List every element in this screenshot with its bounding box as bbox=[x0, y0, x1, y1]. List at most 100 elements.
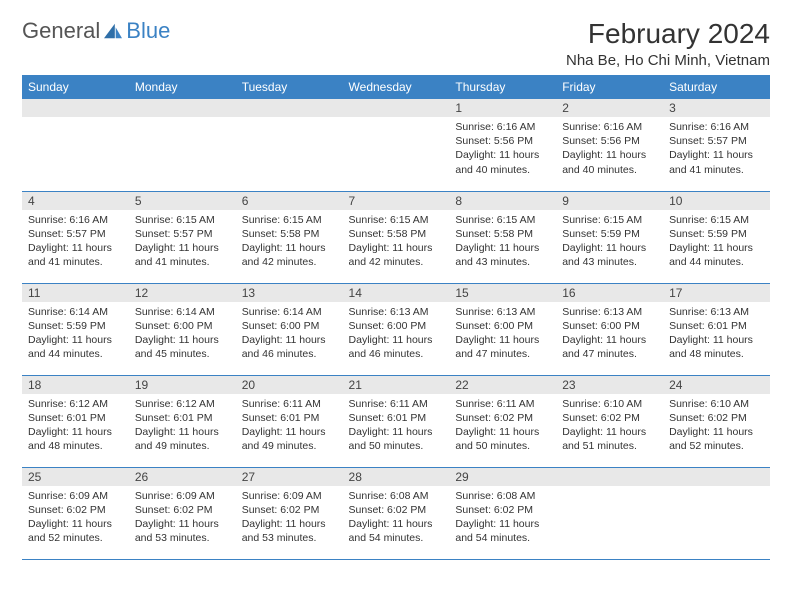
sunrise-line: Sunrise: 6:14 AM bbox=[242, 305, 337, 319]
calendar-cell: 2Sunrise: 6:16 AMSunset: 5:56 PMDaylight… bbox=[556, 99, 663, 191]
day-number: 26 bbox=[129, 468, 236, 486]
sunset-line: Sunset: 5:59 PM bbox=[562, 227, 657, 241]
day-details: Sunrise: 6:15 AMSunset: 5:58 PMDaylight:… bbox=[449, 210, 556, 274]
day-details: Sunrise: 6:13 AMSunset: 6:01 PMDaylight:… bbox=[663, 302, 770, 366]
calendar-cell: 16Sunrise: 6:13 AMSunset: 6:00 PMDayligh… bbox=[556, 283, 663, 375]
sunset-line: Sunset: 6:02 PM bbox=[349, 503, 444, 517]
sunrise-line: Sunrise: 6:08 AM bbox=[455, 489, 550, 503]
calendar-cell: 12Sunrise: 6:14 AMSunset: 6:00 PMDayligh… bbox=[129, 283, 236, 375]
calendar-cell: 27Sunrise: 6:09 AMSunset: 6:02 PMDayligh… bbox=[236, 467, 343, 559]
day-details: Sunrise: 6:14 AMSunset: 5:59 PMDaylight:… bbox=[22, 302, 129, 366]
sunset-line: Sunset: 6:00 PM bbox=[242, 319, 337, 333]
calendar-cell: 5Sunrise: 6:15 AMSunset: 5:57 PMDaylight… bbox=[129, 191, 236, 283]
calendar-cell: 14Sunrise: 6:13 AMSunset: 6:00 PMDayligh… bbox=[343, 283, 450, 375]
daylight-line: Daylight: 11 hours and 40 minutes. bbox=[455, 148, 550, 176]
brand-logo: General Blue bbox=[22, 18, 170, 44]
daylight-line: Daylight: 11 hours and 48 minutes. bbox=[28, 425, 123, 453]
calendar-cell: 17Sunrise: 6:13 AMSunset: 6:01 PMDayligh… bbox=[663, 283, 770, 375]
calendar-cell: 10Sunrise: 6:15 AMSunset: 5:59 PMDayligh… bbox=[663, 191, 770, 283]
sunrise-line: Sunrise: 6:15 AM bbox=[349, 213, 444, 227]
day-details: Sunrise: 6:16 AMSunset: 5:57 PMDaylight:… bbox=[663, 117, 770, 181]
day-details: Sunrise: 6:15 AMSunset: 5:58 PMDaylight:… bbox=[343, 210, 450, 274]
day-details: Sunrise: 6:09 AMSunset: 6:02 PMDaylight:… bbox=[236, 486, 343, 550]
daynum-bar-empty bbox=[663, 468, 770, 486]
daylight-line: Daylight: 11 hours and 43 minutes. bbox=[455, 241, 550, 269]
day-number: 23 bbox=[556, 376, 663, 394]
day-details: Sunrise: 6:09 AMSunset: 6:02 PMDaylight:… bbox=[22, 486, 129, 550]
day-details: Sunrise: 6:08 AMSunset: 6:02 PMDaylight:… bbox=[343, 486, 450, 550]
sunrise-line: Sunrise: 6:15 AM bbox=[242, 213, 337, 227]
daylight-line: Daylight: 11 hours and 43 minutes. bbox=[562, 241, 657, 269]
calendar-cell: 24Sunrise: 6:10 AMSunset: 6:02 PMDayligh… bbox=[663, 375, 770, 467]
weekday-tuesday: Tuesday bbox=[236, 75, 343, 99]
weekday-monday: Monday bbox=[129, 75, 236, 99]
daylight-line: Daylight: 11 hours and 54 minutes. bbox=[455, 517, 550, 545]
sunrise-line: Sunrise: 6:11 AM bbox=[455, 397, 550, 411]
weekday-wednesday: Wednesday bbox=[343, 75, 450, 99]
sunrise-line: Sunrise: 6:09 AM bbox=[28, 489, 123, 503]
sunrise-line: Sunrise: 6:15 AM bbox=[455, 213, 550, 227]
day-number: 22 bbox=[449, 376, 556, 394]
day-details: Sunrise: 6:16 AMSunset: 5:56 PMDaylight:… bbox=[449, 117, 556, 181]
daylight-line: Daylight: 11 hours and 44 minutes. bbox=[28, 333, 123, 361]
calendar-cell bbox=[236, 99, 343, 191]
day-number: 24 bbox=[663, 376, 770, 394]
sunrise-line: Sunrise: 6:12 AM bbox=[28, 397, 123, 411]
sunset-line: Sunset: 5:56 PM bbox=[455, 134, 550, 148]
daylight-line: Daylight: 11 hours and 51 minutes. bbox=[562, 425, 657, 453]
daylight-line: Daylight: 11 hours and 53 minutes. bbox=[242, 517, 337, 545]
sunset-line: Sunset: 6:02 PM bbox=[455, 411, 550, 425]
sunrise-line: Sunrise: 6:13 AM bbox=[349, 305, 444, 319]
day-details: Sunrise: 6:13 AMSunset: 6:00 PMDaylight:… bbox=[343, 302, 450, 366]
sunset-line: Sunset: 6:01 PM bbox=[669, 319, 764, 333]
calendar-cell: 15Sunrise: 6:13 AMSunset: 6:00 PMDayligh… bbox=[449, 283, 556, 375]
day-number: 18 bbox=[22, 376, 129, 394]
calendar-cell: 18Sunrise: 6:12 AMSunset: 6:01 PMDayligh… bbox=[22, 375, 129, 467]
day-details: Sunrise: 6:15 AMSunset: 5:59 PMDaylight:… bbox=[556, 210, 663, 274]
sunrise-line: Sunrise: 6:14 AM bbox=[135, 305, 230, 319]
calendar-cell: 26Sunrise: 6:09 AMSunset: 6:02 PMDayligh… bbox=[129, 467, 236, 559]
calendar-cell: 4Sunrise: 6:16 AMSunset: 5:57 PMDaylight… bbox=[22, 191, 129, 283]
day-details: Sunrise: 6:13 AMSunset: 6:00 PMDaylight:… bbox=[556, 302, 663, 366]
day-number: 12 bbox=[129, 284, 236, 302]
sunset-line: Sunset: 6:01 PM bbox=[242, 411, 337, 425]
sunset-line: Sunset: 6:01 PM bbox=[28, 411, 123, 425]
day-number: 2 bbox=[556, 99, 663, 117]
day-details: Sunrise: 6:13 AMSunset: 6:00 PMDaylight:… bbox=[449, 302, 556, 366]
weekday-thursday: Thursday bbox=[449, 75, 556, 99]
calendar-cell: 9Sunrise: 6:15 AMSunset: 5:59 PMDaylight… bbox=[556, 191, 663, 283]
sunset-line: Sunset: 6:00 PM bbox=[135, 319, 230, 333]
sail-icon bbox=[102, 22, 124, 40]
sunrise-line: Sunrise: 6:14 AM bbox=[28, 305, 123, 319]
brand-part1: General bbox=[22, 18, 100, 44]
daylight-line: Daylight: 11 hours and 47 minutes. bbox=[562, 333, 657, 361]
day-number: 1 bbox=[449, 99, 556, 117]
calendar-cell: 29Sunrise: 6:08 AMSunset: 6:02 PMDayligh… bbox=[449, 467, 556, 559]
day-details: Sunrise: 6:12 AMSunset: 6:01 PMDaylight:… bbox=[22, 394, 129, 458]
day-number: 17 bbox=[663, 284, 770, 302]
daynum-bar-empty bbox=[129, 99, 236, 117]
sunset-line: Sunset: 6:00 PM bbox=[349, 319, 444, 333]
day-number: 28 bbox=[343, 468, 450, 486]
calendar-row: 18Sunrise: 6:12 AMSunset: 6:01 PMDayligh… bbox=[22, 375, 770, 467]
day-number: 9 bbox=[556, 192, 663, 210]
sunrise-line: Sunrise: 6:12 AM bbox=[135, 397, 230, 411]
day-number: 21 bbox=[343, 376, 450, 394]
calendar-row: 1Sunrise: 6:16 AMSunset: 5:56 PMDaylight… bbox=[22, 99, 770, 191]
day-number: 15 bbox=[449, 284, 556, 302]
daylight-line: Daylight: 11 hours and 52 minutes. bbox=[669, 425, 764, 453]
calendar-cell: 28Sunrise: 6:08 AMSunset: 6:02 PMDayligh… bbox=[343, 467, 450, 559]
day-number: 27 bbox=[236, 468, 343, 486]
daylight-line: Daylight: 11 hours and 42 minutes. bbox=[242, 241, 337, 269]
sunset-line: Sunset: 6:02 PM bbox=[455, 503, 550, 517]
sunset-line: Sunset: 5:57 PM bbox=[669, 134, 764, 148]
day-number: 4 bbox=[22, 192, 129, 210]
daylight-line: Daylight: 11 hours and 41 minutes. bbox=[669, 148, 764, 176]
daylight-line: Daylight: 11 hours and 50 minutes. bbox=[349, 425, 444, 453]
sunset-line: Sunset: 5:58 PM bbox=[349, 227, 444, 241]
calendar-cell: 6Sunrise: 6:15 AMSunset: 5:58 PMDaylight… bbox=[236, 191, 343, 283]
calendar-cell bbox=[129, 99, 236, 191]
sunrise-line: Sunrise: 6:16 AM bbox=[455, 120, 550, 134]
day-details: Sunrise: 6:15 AMSunset: 5:58 PMDaylight:… bbox=[236, 210, 343, 274]
day-details: Sunrise: 6:11 AMSunset: 6:02 PMDaylight:… bbox=[449, 394, 556, 458]
